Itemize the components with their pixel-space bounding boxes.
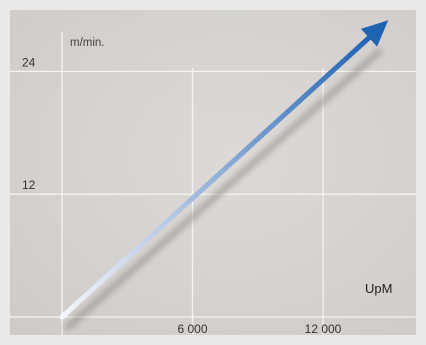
x-tick-label: 12 000 xyxy=(305,322,342,335)
x-axis-unit-label: UpM xyxy=(365,281,392,296)
arrow-shadow xyxy=(64,48,383,331)
labels-layer: m/min. UpM 12 24 6 000 12 000 xyxy=(22,37,392,335)
y-tick-label: 12 xyxy=(22,178,36,192)
chart-svg: m/min. UpM 12 24 6 000 12 000 xyxy=(10,20,416,335)
series-line xyxy=(59,35,372,320)
y-axis-unit-label: m/min. xyxy=(70,37,105,49)
x-tick-label: 6 000 xyxy=(177,322,207,335)
arrow-head xyxy=(360,20,389,47)
y-tick-label: 24 xyxy=(22,55,36,69)
series-layer xyxy=(59,20,389,320)
arrow-shadow-line xyxy=(64,48,383,331)
chart-plot-area: m/min. UpM 12 24 6 000 12 000 xyxy=(10,10,416,335)
